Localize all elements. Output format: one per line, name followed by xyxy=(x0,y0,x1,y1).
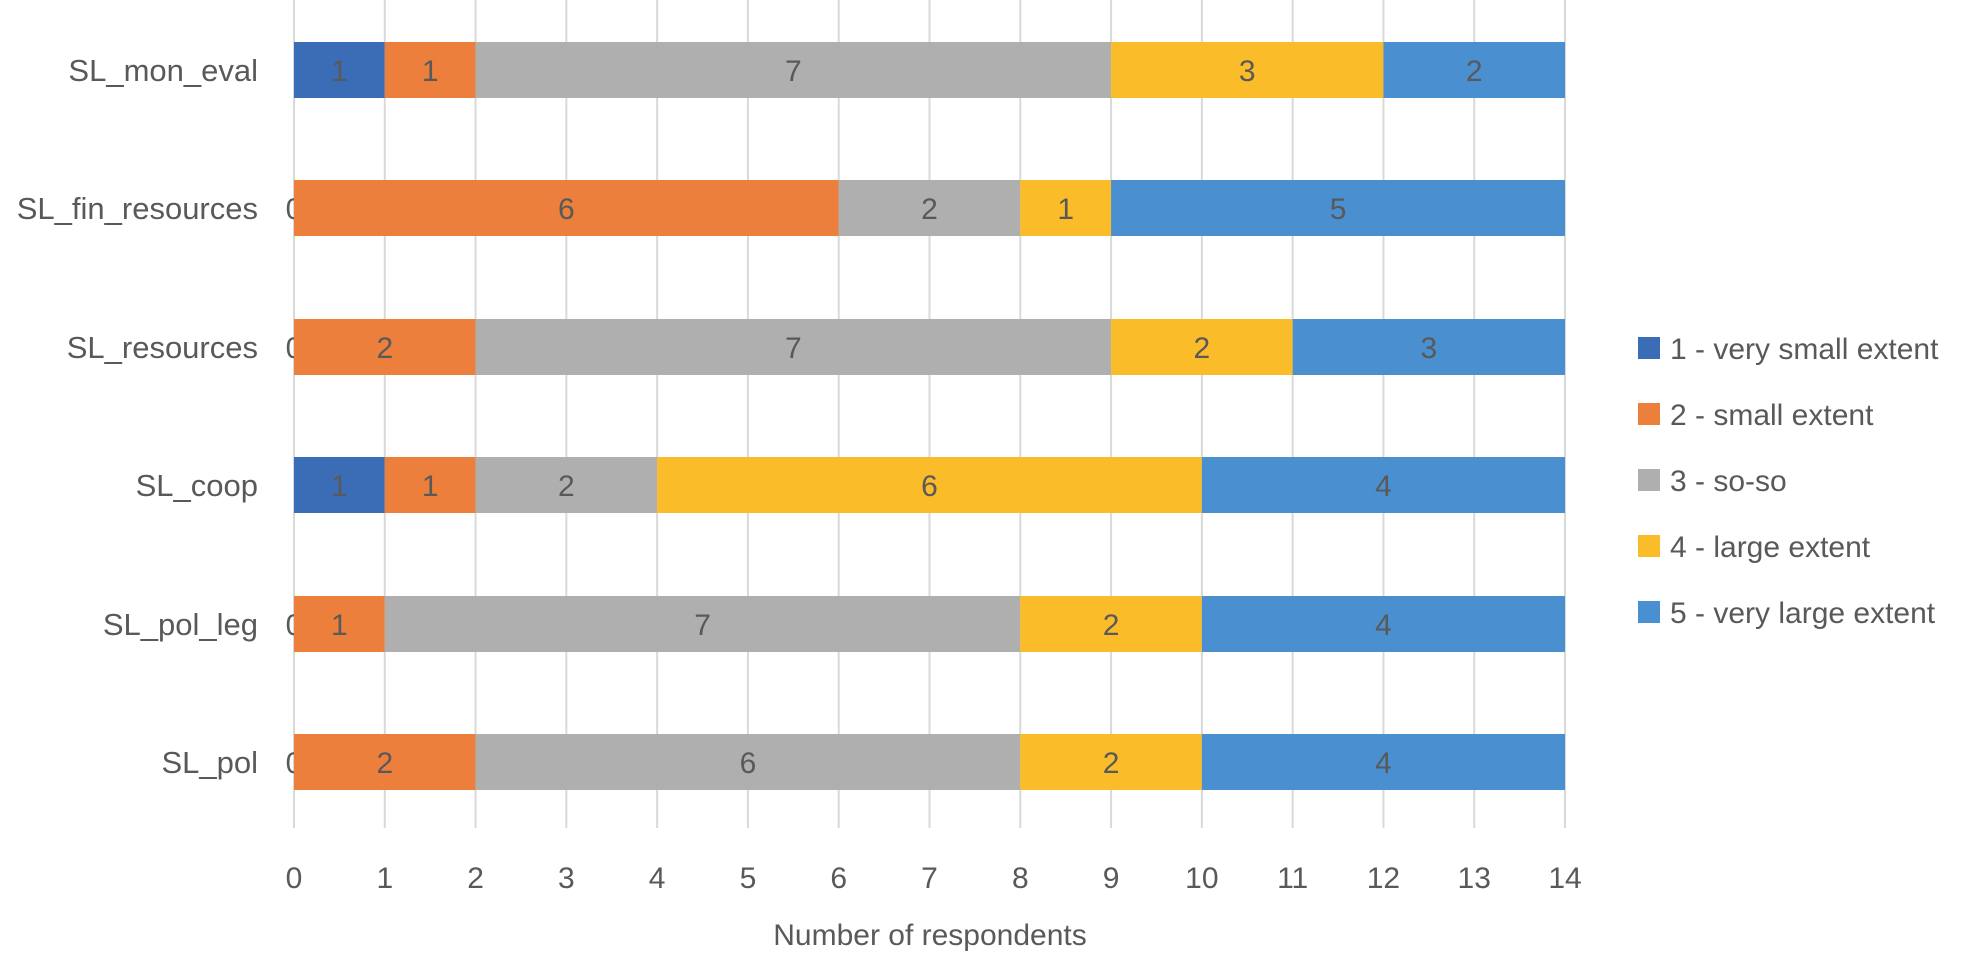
legend-label: 3 - so-so xyxy=(1670,465,1787,498)
data-label: 1 xyxy=(422,55,439,88)
bar-segment xyxy=(475,319,1112,375)
bar-segment xyxy=(1201,457,1565,513)
data-label: 2 xyxy=(1466,55,1483,88)
data-label: 2 xyxy=(1103,609,1120,642)
bar-segment xyxy=(1111,180,1565,236)
data-label: 4 xyxy=(1375,747,1392,780)
data-label: 6 xyxy=(558,193,575,226)
legend-swatch xyxy=(1638,535,1660,557)
x-tick-label: 0 xyxy=(286,862,303,895)
bar-segment xyxy=(384,42,476,98)
x-axis-title: Number of respondents xyxy=(773,919,1087,952)
data-label: 2 xyxy=(558,470,575,503)
bar-segment xyxy=(1111,319,1293,375)
x-tick-label: 1 xyxy=(376,862,393,895)
legend-swatch xyxy=(1638,403,1660,425)
bar-segment xyxy=(384,596,1021,652)
legend: 1 - very small extent 2 - small extent 3 -… xyxy=(1638,333,1939,630)
data-label: 6 xyxy=(740,747,757,780)
legend-label: 1 - very small extent xyxy=(1670,333,1939,366)
bar-segment xyxy=(1111,42,1384,98)
bar-segment xyxy=(1201,734,1565,790)
data-label: 7 xyxy=(785,332,802,365)
bar-segment xyxy=(475,457,658,513)
bar-segment xyxy=(384,457,476,513)
bar-segment xyxy=(1020,180,1112,236)
bar-segment xyxy=(1201,596,1565,652)
data-label: 3 xyxy=(1420,332,1437,365)
bar-segment xyxy=(294,734,476,790)
data-label: 2 xyxy=(1194,332,1211,365)
x-tick-label: 10 xyxy=(1185,862,1218,895)
bar-segment xyxy=(294,596,385,652)
bar-segment xyxy=(1020,734,1202,790)
x-tick-label: 14 xyxy=(1548,862,1581,895)
data-label: 1 xyxy=(331,55,348,88)
data-label: 5 xyxy=(1330,193,1347,226)
x-tick-label: 2 xyxy=(467,862,484,895)
bar-segment xyxy=(1383,42,1565,98)
bar-segment xyxy=(294,319,476,375)
data-label: 3 xyxy=(1239,55,1256,88)
data-label: 1 xyxy=(331,470,348,503)
data-label: 7 xyxy=(694,609,711,642)
category-label: SL_resources xyxy=(67,330,258,365)
data-label: 1 xyxy=(331,609,348,642)
x-tick-label: 11 xyxy=(1277,862,1308,895)
legend-swatch xyxy=(1638,601,1660,623)
x-tick-label: 8 xyxy=(1012,862,1029,895)
bar-segment xyxy=(294,42,385,98)
legend-swatch xyxy=(1638,469,1660,491)
bar-segment xyxy=(1292,319,1565,375)
data-label: 2 xyxy=(376,747,393,780)
x-tick-label: 13 xyxy=(1458,862,1491,895)
category-label: SL_coop xyxy=(136,468,258,503)
category-label: SL_fin_resources xyxy=(17,191,258,226)
legend-label: 2 - small extent xyxy=(1670,399,1874,432)
data-label: 7 xyxy=(785,55,802,88)
bar-segment xyxy=(838,180,1021,236)
bar-segment xyxy=(294,457,385,513)
x-tick-label: 7 xyxy=(921,862,938,895)
x-tick-label: 5 xyxy=(740,862,757,895)
data-label: 1 xyxy=(1057,193,1074,226)
data-label: 2 xyxy=(921,193,938,226)
x-axis: 0 1 2 3 4 5 6 7 8 9 10 11 12 13 14 xyxy=(286,862,1582,895)
category-label: SL_pol_leg xyxy=(103,607,258,642)
category-axis: SL_mon_eval SL_fin_resources SL_resources S… xyxy=(17,53,258,780)
gridlines xyxy=(293,0,1566,828)
data-label: 1 xyxy=(422,470,439,503)
category-label: SL_mon_eval xyxy=(68,53,258,88)
bar-segment xyxy=(1020,596,1202,652)
x-tick-label: 3 xyxy=(558,862,575,895)
x-tick-label: 4 xyxy=(649,862,666,895)
data-label: 4 xyxy=(1375,470,1392,503)
legend-label: 5 - very large extent xyxy=(1670,597,1936,630)
x-tick-label: 12 xyxy=(1367,862,1400,895)
legend-swatch xyxy=(1638,337,1660,359)
data-label: 6 xyxy=(921,470,938,503)
data-label: 4 xyxy=(1375,609,1392,642)
bar-segment xyxy=(475,734,1021,790)
x-tick-label: 6 xyxy=(830,862,847,895)
x-tick-label: 9 xyxy=(1103,862,1120,895)
data-label: 2 xyxy=(376,332,393,365)
bar-segment xyxy=(657,457,1202,513)
bar-segment xyxy=(475,42,1112,98)
legend-label: 4 - large extent xyxy=(1670,531,1871,564)
category-label: SL_pol xyxy=(161,745,258,780)
data-label: 2 xyxy=(1103,747,1120,780)
bar-segment xyxy=(294,180,839,236)
bars: 117320621502723112640172402624 xyxy=(286,42,1565,790)
